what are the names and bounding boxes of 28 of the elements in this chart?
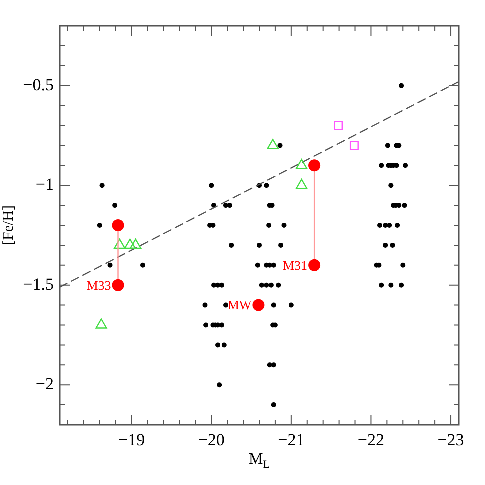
series-label: M31 xyxy=(283,258,308,273)
y-tick-label: −1 xyxy=(36,175,54,194)
point xyxy=(114,238,126,250)
y-tick-label: −0.5 xyxy=(23,75,54,94)
point xyxy=(334,121,343,130)
point xyxy=(96,318,108,329)
series-label: M33 xyxy=(86,278,112,293)
point xyxy=(124,238,136,250)
point xyxy=(267,139,279,150)
point xyxy=(308,160,321,172)
x-tick-label: −20 xyxy=(198,430,225,450)
x-tick-label: −21 xyxy=(278,430,305,450)
point xyxy=(350,141,359,150)
x-axis-title: M$_{L}$ xyxy=(249,451,270,474)
point xyxy=(252,299,265,312)
point xyxy=(130,238,142,250)
point xyxy=(112,220,124,232)
series-label: MW xyxy=(228,298,252,313)
x-tick-label: −23 xyxy=(438,430,464,450)
x-tick-label: −19 xyxy=(118,430,146,450)
x-tick-label: −22 xyxy=(358,430,385,450)
point xyxy=(296,179,308,190)
y-tick-label: −1.5 xyxy=(23,274,54,294)
y-tick-label: −2 xyxy=(36,374,54,394)
y-axis-title: [Fe/H] xyxy=(0,206,17,246)
point xyxy=(112,279,124,292)
point xyxy=(296,159,308,170)
point xyxy=(308,259,321,272)
